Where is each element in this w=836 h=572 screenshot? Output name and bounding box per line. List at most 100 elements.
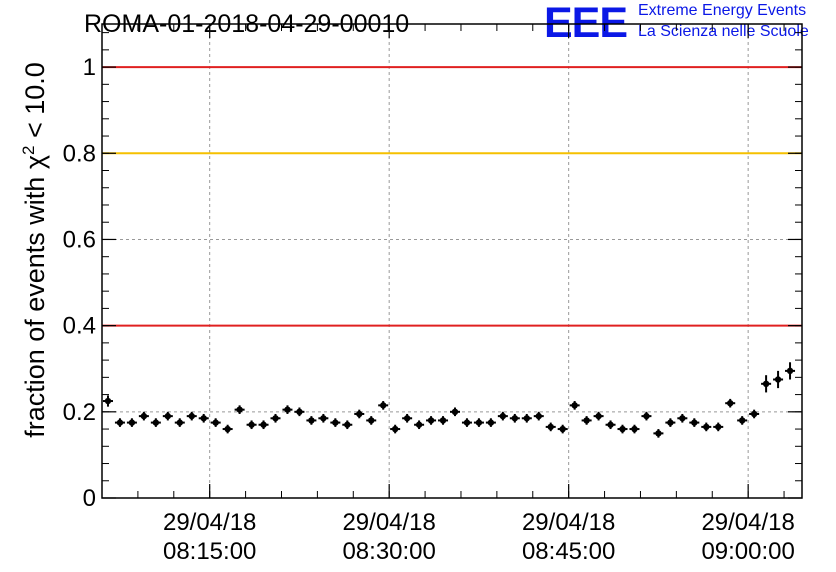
data-point	[473, 418, 484, 427]
point-marker	[595, 412, 602, 420]
reference-lines	[102, 66, 802, 327]
data-point	[102, 395, 113, 407]
point-marker	[128, 419, 136, 426]
data-point	[593, 411, 604, 421]
point-marker	[727, 400, 734, 407]
data-point	[222, 424, 233, 434]
point-marker	[487, 419, 495, 426]
data-point	[749, 409, 760, 419]
point-marker	[619, 425, 626, 433]
point-marker	[332, 419, 339, 426]
data-point	[533, 411, 544, 421]
data-point	[150, 418, 161, 427]
data-point	[402, 413, 413, 423]
point-marker	[583, 417, 590, 424]
point-marker	[188, 412, 195, 420]
point-marker	[643, 412, 650, 420]
data-point	[258, 420, 269, 430]
data-point	[246, 420, 257, 430]
point-marker	[511, 415, 519, 422]
point-marker	[703, 423, 710, 431]
data-point	[461, 418, 472, 427]
data-point	[318, 413, 329, 423]
point-marker	[200, 415, 207, 422]
logo-line-2: La Scienza nelle Scuole	[638, 23, 809, 40]
point-marker	[356, 410, 363, 418]
point-marker	[212, 419, 219, 426]
data-point	[497, 411, 508, 421]
data-point	[737, 416, 748, 425]
data-point	[306, 416, 317, 425]
point-marker	[667, 419, 674, 426]
point-marker	[786, 367, 794, 375]
point-marker	[320, 415, 327, 422]
y-tick-label: 0.6	[63, 226, 96, 253]
data-point	[186, 411, 197, 421]
point-marker	[499, 412, 507, 420]
point-marker	[655, 430, 662, 437]
x-tick-time-label: 09:00:00	[701, 538, 794, 565]
point-marker	[679, 415, 686, 422]
data-point	[162, 411, 173, 421]
point-marker	[691, 419, 698, 426]
point-marker	[475, 419, 483, 426]
point-marker	[140, 412, 148, 420]
data-point	[210, 418, 221, 427]
point-marker	[272, 415, 279, 422]
data-point	[438, 416, 449, 425]
x-tick-date-label: 29/04/18	[342, 509, 435, 536]
point-marker	[762, 380, 770, 388]
data-point	[138, 411, 149, 421]
logo-line-1: Extreme Energy Events	[638, 2, 807, 19]
point-marker	[607, 421, 614, 428]
data-point	[342, 420, 353, 430]
data-points	[102, 362, 796, 438]
data-point	[126, 418, 137, 427]
point-marker	[104, 397, 112, 405]
point-marker	[571, 402, 578, 409]
x-tick-time-label: 08:15:00	[163, 538, 256, 565]
point-marker	[116, 419, 124, 426]
data-point	[725, 398, 736, 408]
point-marker	[224, 425, 231, 433]
data-point	[653, 429, 664, 438]
data-point	[509, 413, 520, 423]
point-marker	[284, 406, 291, 413]
data-point	[521, 413, 532, 423]
point-marker	[164, 412, 172, 420]
data-point	[426, 416, 437, 425]
data-point	[114, 418, 125, 427]
data-point	[198, 413, 209, 423]
point-marker	[439, 417, 447, 424]
data-point	[677, 413, 688, 423]
point-marker	[176, 419, 183, 426]
x-tick-time-label: 08:30:00	[342, 538, 435, 565]
point-marker	[715, 423, 722, 431]
x-tick-date-label: 29/04/18	[522, 509, 615, 536]
data-point	[366, 416, 377, 425]
data-point	[629, 424, 640, 434]
point-marker	[738, 417, 746, 424]
plot-frame	[101, 23, 803, 499]
data-point	[378, 401, 389, 410]
data-point	[617, 424, 628, 434]
data-point	[665, 418, 676, 427]
point-marker	[308, 417, 315, 424]
data-point	[557, 424, 568, 434]
point-marker	[463, 419, 471, 426]
tick-labels: 00.20.40.60.8129/04/1808:15:0029/04/1808…	[63, 54, 795, 565]
data-point	[270, 413, 281, 423]
data-point	[761, 375, 772, 393]
y-tick-label: 0.4	[63, 313, 96, 340]
data-point	[449, 407, 460, 417]
point-marker	[260, 421, 267, 428]
point-marker	[631, 425, 638, 433]
x-tick-date-label: 29/04/18	[701, 509, 794, 536]
point-marker	[403, 415, 411, 422]
point-marker	[451, 408, 459, 416]
data-point	[581, 416, 592, 425]
data-point	[414, 420, 425, 430]
point-marker	[152, 419, 160, 426]
axis-ticks	[101, 24, 802, 499]
data-point	[545, 422, 556, 432]
